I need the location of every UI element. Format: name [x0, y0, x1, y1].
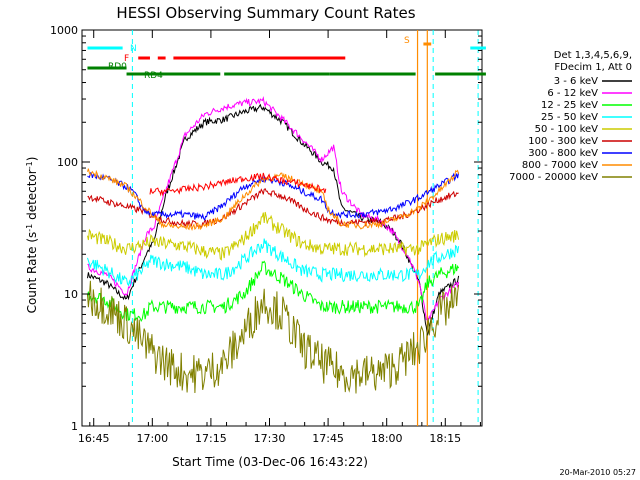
legend-entry-label: 6 - 12 keV	[547, 88, 598, 99]
flag-label-s: S	[404, 36, 410, 46]
series-line	[87, 96, 460, 321]
x-tick-label: 18:15	[429, 432, 461, 445]
x-axis: 16:45 17:00 17:15 17:30 17:45 18:00 18:15	[78, 30, 481, 445]
series-line	[87, 280, 460, 394]
legend-entry-label: 300 - 800 keV	[528, 148, 598, 159]
y-tick-label: 1	[71, 420, 78, 433]
legend: Det 1,3,4,5,6,9, FDecim 1, Att 0 3 - 6 k…	[509, 50, 632, 183]
x-tick-label: 17:00	[136, 432, 168, 445]
legend-entry-label: 3 - 6 keV	[554, 76, 598, 87]
y-axis: 1 10 100 1000	[50, 24, 482, 433]
x-tick-label: 18:00	[371, 432, 403, 445]
legend-entry-label: 12 - 25 keV	[541, 100, 598, 111]
y-tick-label: 1000	[50, 24, 78, 37]
x-axis-label: Start Time (03-Dec-06 16:43:22)	[172, 455, 368, 469]
series-line	[87, 238, 460, 287]
flag-label-f: F	[124, 54, 129, 64]
flag-label-rd0: RD0	[108, 62, 127, 72]
x-tick-label: 16:45	[78, 432, 110, 445]
flag-label-rd4: RD4	[144, 71, 163, 81]
footer-timestamp: 20-Mar-2010 05:27	[560, 468, 637, 477]
legend-entry-label: 7000 - 20000 keV	[509, 172, 598, 183]
chart-title: HESSI Observing Summary Count Rates	[116, 4, 415, 22]
flag-label-n: N	[130, 44, 137, 54]
series-line	[87, 260, 460, 323]
y-tick-label: 10	[64, 288, 78, 301]
y-tick-label: 100	[57, 156, 78, 169]
legend-header-1: Det 1,3,4,5,6,9,	[554, 50, 632, 61]
legend-entry-label: 800 - 7000 keV	[522, 160, 598, 171]
y-axis-label: Count Rate (s-1 detector-1)	[25, 157, 39, 314]
x-tick-label: 17:30	[254, 432, 286, 445]
series-line	[87, 211, 460, 261]
legend-header-2: FDecim 1, Att 0	[554, 62, 632, 73]
series-line	[87, 103, 460, 336]
plot-frame	[81, 29, 483, 427]
series-line	[87, 168, 460, 232]
series-line	[149, 172, 327, 197]
x-tick-label: 17:15	[195, 432, 227, 445]
x-tick-label: 17:45	[312, 432, 344, 445]
legend-entry-label: 100 - 300 keV	[528, 136, 598, 147]
legend-entry-label: 50 - 100 keV	[535, 124, 599, 135]
legend-entry-label: 25 - 50 keV	[541, 112, 598, 123]
